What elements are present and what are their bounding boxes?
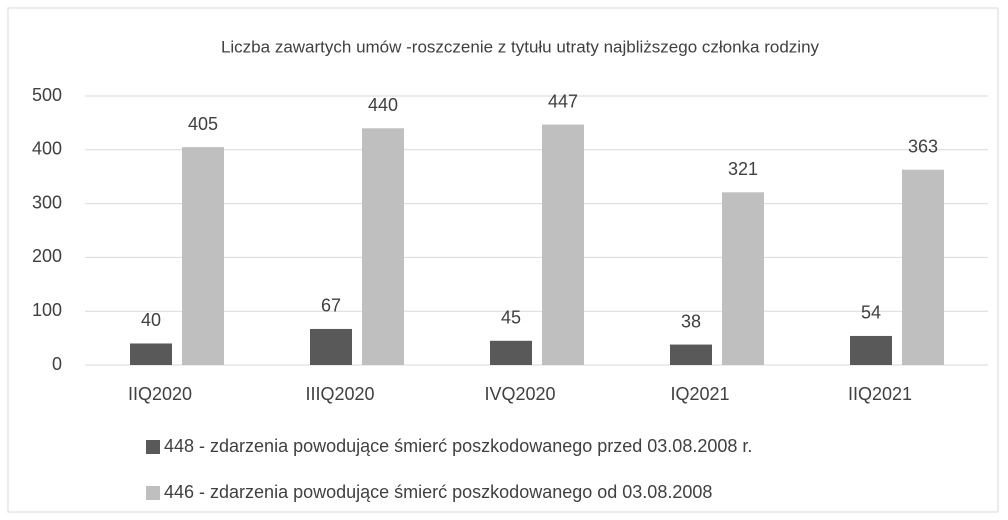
x-tick-label: IIQ2021 xyxy=(848,384,912,404)
legend-swatch xyxy=(146,440,160,454)
data-label: 363 xyxy=(908,136,938,156)
data-label: 321 xyxy=(728,159,758,179)
bar xyxy=(902,169,944,365)
chart-title: Liczba zawartych umów -roszczenie z tytu… xyxy=(221,37,820,56)
bar xyxy=(182,147,224,365)
legend-label: 448 - zdarzenia powodujące śmierć poszko… xyxy=(164,436,752,456)
bar xyxy=(310,328,352,365)
bar xyxy=(542,124,584,365)
bar xyxy=(670,344,712,365)
bar xyxy=(130,343,172,365)
x-tick-label: IIIQ2020 xyxy=(305,384,374,404)
data-label: 405 xyxy=(188,114,218,134)
x-tick-label: IQ2021 xyxy=(670,384,729,404)
x-tick-label: IVQ2020 xyxy=(484,384,555,404)
y-tick-label: 100 xyxy=(32,300,62,320)
y-tick-label: 500 xyxy=(32,85,62,105)
x-tick-label: IIQ2020 xyxy=(128,384,192,404)
data-label: 67 xyxy=(321,296,341,316)
bar xyxy=(362,128,404,365)
legend-label: 446 - zdarzenia powodujące śmierć poszko… xyxy=(164,482,712,502)
data-label: 40 xyxy=(141,310,161,330)
data-label: 440 xyxy=(368,95,398,115)
y-tick-label: 0 xyxy=(52,354,62,374)
bar xyxy=(722,192,764,365)
y-tick-label: 400 xyxy=(32,139,62,159)
bar xyxy=(490,340,532,365)
data-label: 447 xyxy=(548,91,578,111)
legend-swatch xyxy=(146,486,160,500)
bar xyxy=(850,335,892,365)
data-label: 54 xyxy=(861,303,881,323)
y-tick-label: 200 xyxy=(32,246,62,266)
y-tick-label: 300 xyxy=(32,192,62,212)
data-label: 45 xyxy=(501,308,521,328)
data-label: 38 xyxy=(681,311,701,331)
chart-border xyxy=(7,7,999,513)
